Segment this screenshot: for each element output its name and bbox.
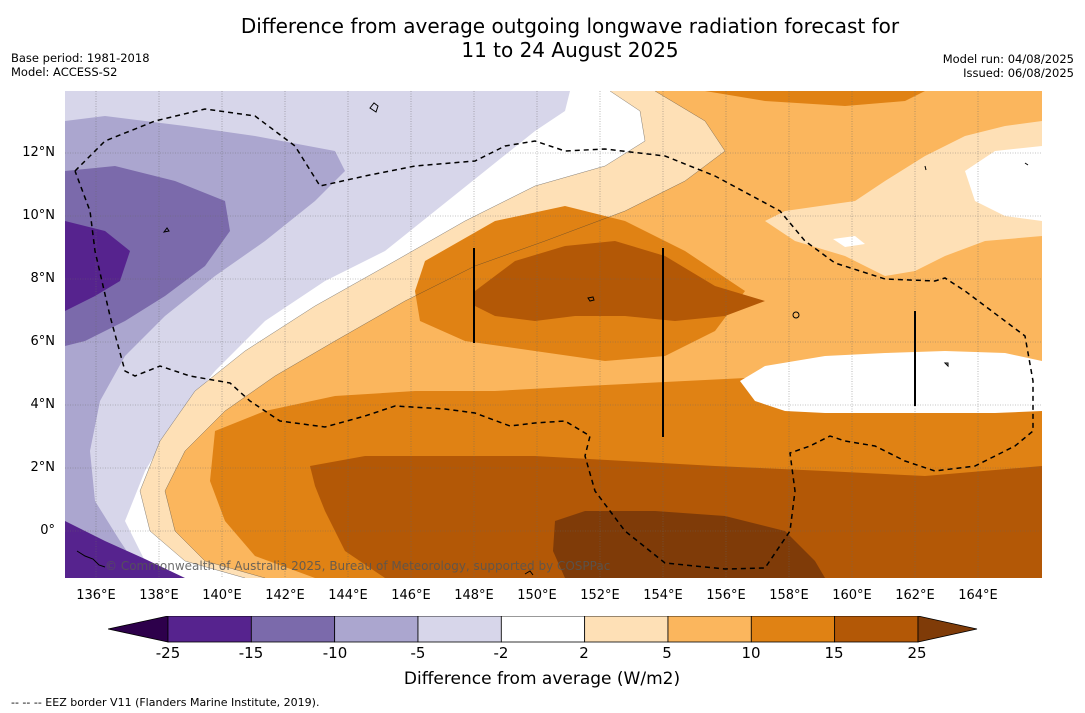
lon-label: 146°E — [391, 588, 431, 603]
lon-label: 136°E — [76, 588, 116, 603]
lon-label: 138°E — [139, 588, 179, 603]
colorbar-over-triangle — [917, 615, 978, 643]
anomaly-region-15-to-25-north — [475, 241, 765, 321]
anomaly-region-minus15-to-minus25-south — [65, 521, 185, 578]
model-run: Model run: 04/08/2025 — [942, 52, 1074, 66]
lon-label: 150°E — [517, 588, 557, 603]
lon-label: 156°E — [706, 588, 746, 603]
lon-label: 144°E — [328, 588, 368, 603]
anomaly-region-minus15-to-minus25-north — [65, 221, 130, 311]
colorbar-cell — [250, 615, 336, 643]
eez-legend-note: -- -- -- EEZ border V11 (Flanders Marine… — [11, 696, 320, 709]
colorbar — [107, 615, 978, 648]
title-line-2: 11 to 24 August 2025 — [461, 38, 679, 62]
base-period: Base period: 1981-2018 — [11, 51, 150, 65]
lat-label: 12°N — [22, 145, 55, 160]
meta-left: Base period: 1981-2018 Model: ACCESS-S2 — [11, 51, 150, 79]
lat-label: 4°N — [30, 397, 56, 412]
anomaly-region-over-25 — [553, 511, 825, 578]
lon-label: 162°E — [895, 588, 935, 603]
colorbar-cell — [334, 615, 419, 643]
lon-label: 142°E — [265, 588, 305, 603]
map-canvas — [65, 91, 1042, 578]
anomaly-region-upper-lavender — [235, 91, 325, 111]
boundary-segments — [473, 248, 916, 437]
colorbar-tick: -5 — [410, 644, 426, 662]
colorbar-tick: 10 — [741, 644, 761, 662]
colorbar-cell — [834, 615, 919, 643]
colorbar-cell — [750, 615, 836, 643]
model-name: Model: ACCESS-S2 — [11, 65, 118, 79]
colorbar-cells — [167, 615, 919, 643]
colorbar-under-triangle — [107, 615, 169, 643]
lat-label: 6°N — [30, 334, 56, 349]
colorbar-tick: 2 — [579, 644, 589, 662]
lon-label: 164°E — [958, 588, 998, 603]
lon-label: 140°E — [202, 588, 242, 603]
anomaly-neutral-patch-east-2 — [965, 146, 1042, 221]
lat-label: 2°N — [30, 460, 56, 475]
map-panel — [65, 91, 1042, 578]
colorbar-cell — [667, 615, 752, 643]
lat-label: 10°N — [22, 208, 55, 223]
map-credit: © Commonwealth of Australia 2025, Bureau… — [105, 559, 611, 573]
lat-gridlines — [65, 152, 1042, 532]
lon-label: 148°E — [454, 588, 494, 603]
lon-label: 152°E — [580, 588, 620, 603]
colorbar-svg — [107, 615, 978, 643]
anomaly-neutral-patch-east-3 — [833, 236, 865, 247]
colorbar-tick: -25 — [155, 644, 181, 662]
colorbar-cell — [167, 615, 252, 643]
title-line-1: Difference from average outgoing longwav… — [240, 14, 900, 38]
lat-label: 8°N — [30, 271, 56, 286]
issued-date: Issued: 06/08/2025 — [963, 66, 1074, 80]
colorbar-label: Difference from average (W/m2) — [403, 669, 681, 689]
meta-right: Model run: 04/08/2025 Issued: 06/08/2025 — [943, 52, 1074, 80]
colorbar-cell — [500, 615, 586, 643]
colorbar-tick: 15 — [824, 644, 844, 662]
island-outlines — [76, 102, 1029, 576]
lon-label: 160°E — [832, 588, 872, 603]
colorbar-tick: -2 — [493, 644, 509, 662]
contour-edges — [139, 91, 726, 578]
anomaly-region-10-to-15-top — [705, 91, 925, 106]
colorbar-tick: -15 — [238, 644, 264, 662]
anomaly-neutral-patch-east-1 — [740, 351, 1042, 413]
lon-label: 154°E — [643, 588, 683, 603]
map-title: Difference from average outgoing longwav… — [170, 14, 970, 62]
colorbar-tick: -10 — [322, 644, 348, 662]
colorbar-tick: 25 — [907, 644, 927, 662]
colorbar-cell — [584, 615, 669, 643]
lat-label: 0° — [40, 523, 55, 538]
colorbar-tick: 5 — [662, 644, 672, 662]
lon-label: 158°E — [769, 588, 809, 603]
colorbar-cell — [417, 615, 502, 643]
